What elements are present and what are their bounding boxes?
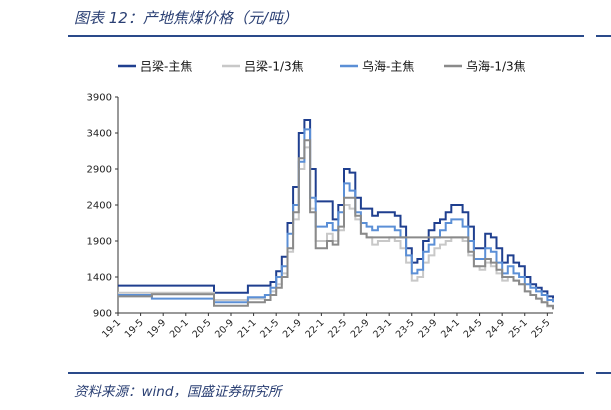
y-tick-label: 1400 [87, 273, 112, 284]
x-tick-label: 25-1 [507, 317, 530, 340]
series-layer [118, 119, 554, 310]
x-tick-label: 25-5 [529, 317, 552, 340]
x-tick-label: 20-1 [168, 317, 191, 340]
legend: 吕梁-主焦 吕梁-1/3焦 乌海-主焦 乌海-1/3焦 [118, 59, 526, 74]
top-rule [68, 35, 584, 37]
x-tick-label: 21-1 [236, 317, 259, 340]
x-tick-label: 23-5 [394, 317, 417, 340]
x-tick-label: 23-9 [416, 317, 439, 340]
x-tick-label: 24-1 [439, 317, 462, 340]
series-line-1 [118, 119, 554, 299]
bottom-rule-tail [596, 372, 611, 374]
x-tick-label: 23-1 [371, 317, 394, 340]
x-tick-label: 21-9 [281, 317, 304, 340]
series-line-4 [118, 139, 554, 310]
legend-label: 乌海-1/3焦 [466, 59, 526, 74]
legend-label: 吕梁-主焦 [140, 59, 192, 74]
bottom-rule [68, 372, 584, 374]
figure-title: 图表 12：产地焦煤价格（元/吨） [74, 9, 298, 27]
x-tick-label: 19-9 [145, 317, 168, 340]
x-tick-label: 21-5 [258, 317, 281, 340]
line-chart: 吕梁-主焦 吕梁-1/3焦 乌海-主焦 乌海-1/3焦 900 1400 1900 2400… [87, 59, 554, 340]
figure-source: 资料来源：wind，国盛证券研究所 [74, 384, 282, 400]
x-tick-label: 20-9 [213, 317, 236, 340]
y-tick-label: 3900 [87, 93, 112, 104]
y-tick-label: 2400 [87, 201, 112, 212]
x-tick-label: 20-5 [190, 317, 213, 340]
y-tick-label: 1900 [87, 237, 112, 248]
series-line-3 [118, 128, 554, 304]
x-tick-label: 19-1 [100, 317, 123, 340]
x-tick-label: 22-9 [349, 317, 372, 340]
x-tick-label: 24-5 [462, 317, 485, 340]
series-line-2 [118, 146, 554, 309]
y-tick-label: 900 [93, 309, 112, 320]
legend-label: 乌海-主焦 [362, 59, 414, 74]
y-tick-label: 2900 [87, 165, 112, 176]
x-tick-label: 19-5 [123, 317, 146, 340]
x-tick-label: 24-9 [484, 317, 507, 340]
legend-label: 吕梁-1/3焦 [244, 59, 304, 74]
top-rule-tail [596, 35, 611, 37]
x-tick-label: 22-5 [326, 317, 349, 340]
y-tick-label: 3400 [87, 129, 112, 140]
x-tick-label: 22-1 [303, 317, 326, 340]
